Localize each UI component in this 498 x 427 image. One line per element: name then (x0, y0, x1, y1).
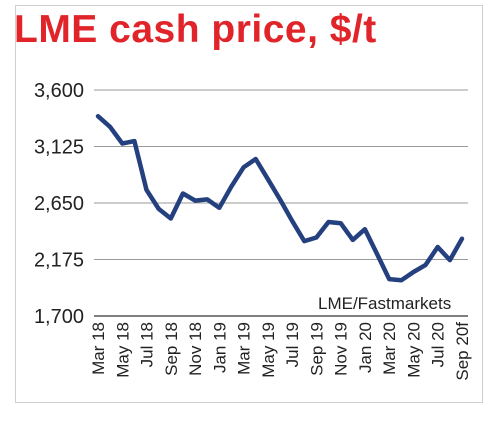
x-tick-label: Jan 19 (210, 322, 229, 373)
x-tick-label: Sep 18 (162, 322, 181, 376)
y-tick-label: 2,650 (34, 193, 84, 215)
chart-card (15, 5, 483, 403)
x-tick-label: May 18 (113, 322, 132, 378)
x-tick-label: Mar 19 (235, 322, 254, 375)
x-tick-label: Sep 20f (453, 322, 472, 381)
chart-title: LME cash price, $/t (14, 8, 377, 51)
x-tick-label: Jul 19 (283, 322, 302, 367)
y-tick-label: 3,600 (34, 80, 84, 102)
x-tick-label: Jul 20 (429, 322, 448, 367)
x-tick-label: Mar 20 (380, 322, 399, 375)
y-tick-label: 1,700 (34, 306, 84, 328)
x-tick-label: Jul 18 (138, 322, 157, 367)
x-tick-label: Nov 18 (186, 322, 205, 376)
y-axis-ticks: 3,600 3,125 2,650 2,175 1,700 (34, 80, 84, 328)
y-tick-label: 3,125 (34, 137, 84, 159)
x-tick-label: Nov 19 (332, 322, 351, 376)
series-line (95, 113, 465, 283)
y-tick-label: 2,175 (34, 250, 84, 272)
x-tick-label: Jan 20 (356, 322, 375, 373)
x-tick-label: Mar 18 (89, 322, 108, 375)
x-tick-label: May 20 (404, 322, 423, 378)
x-tick-label: Sep 19 (307, 322, 326, 376)
x-axis-ticks: Mar 18 May 18 Jul 18 Sep 18 Nov 18 Jan 19 Mar … (89, 322, 472, 381)
series-layer (95, 113, 465, 283)
source-label: LME/Fastmarkets (318, 294, 451, 313)
x-tick-label: May 19 (259, 322, 278, 378)
